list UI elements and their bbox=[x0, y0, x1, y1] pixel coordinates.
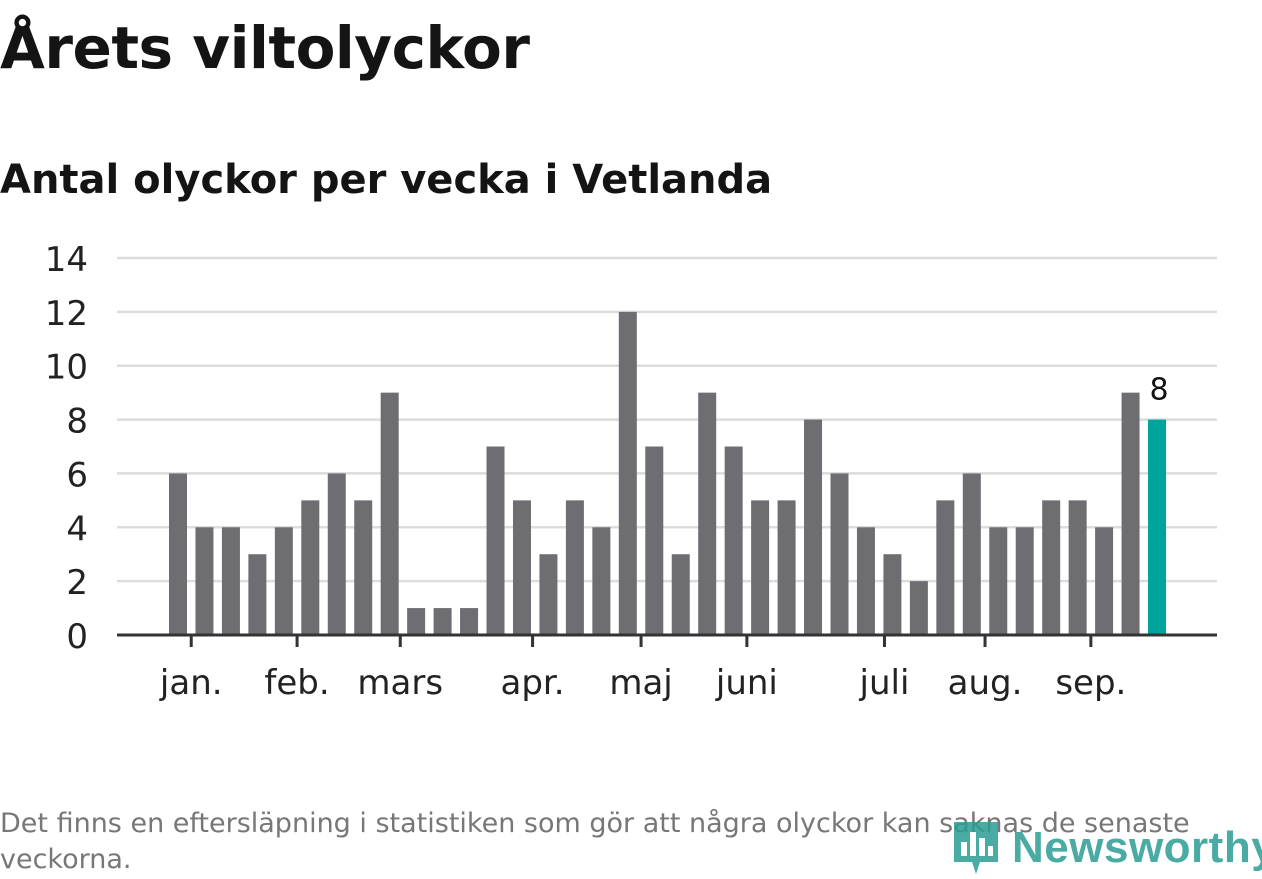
bar bbox=[433, 608, 452, 635]
chart-subtitle: Antal olyckor per vecka i Vetlanda bbox=[0, 157, 773, 203]
page-title: Årets viltolyckor bbox=[0, 14, 530, 82]
y-tick-label: 8 bbox=[66, 402, 88, 442]
bar bbox=[486, 446, 505, 635]
x-tick-label: mars bbox=[357, 663, 443, 703]
bar bbox=[274, 527, 293, 635]
bar bbox=[354, 500, 373, 635]
highlight-bar bbox=[1148, 419, 1167, 635]
bar-chart-logo-icon bbox=[954, 822, 998, 874]
bar bbox=[512, 500, 531, 635]
x-tick-label: sep. bbox=[1055, 663, 1126, 703]
bar bbox=[1095, 527, 1114, 635]
x-tick-label: feb. bbox=[264, 663, 329, 703]
bar bbox=[989, 527, 1008, 635]
y-tick-label: 0 bbox=[66, 617, 88, 657]
bar bbox=[804, 419, 823, 635]
bar bbox=[301, 500, 320, 635]
bar bbox=[962, 473, 981, 635]
x-tick-label: jan. bbox=[159, 663, 223, 703]
x-tick-label: juli bbox=[859, 663, 910, 703]
x-tick-label: juni bbox=[715, 663, 778, 703]
bar bbox=[724, 446, 743, 635]
bar bbox=[936, 500, 955, 635]
y-tick-label: 14 bbox=[45, 240, 88, 280]
bar bbox=[539, 554, 558, 635]
y-tick-label: 4 bbox=[66, 509, 88, 549]
brand-logo: Newsworthy bbox=[950, 818, 1262, 878]
bar bbox=[565, 500, 584, 635]
bar bbox=[380, 392, 399, 635]
bar bbox=[1015, 527, 1034, 635]
bar bbox=[777, 500, 796, 635]
y-tick-label: 12 bbox=[45, 294, 88, 334]
bar bbox=[671, 554, 690, 635]
bar-chart: 0 2 4 6 8 10 12 14 8 jan. feb. mars apr. maj juni juli a… bbox=[45, 240, 1217, 703]
bar bbox=[592, 527, 611, 635]
bar bbox=[909, 581, 928, 635]
bar bbox=[1068, 500, 1087, 635]
bar bbox=[460, 608, 479, 635]
bar bbox=[751, 500, 770, 635]
bar bbox=[1121, 392, 1140, 635]
bar bbox=[169, 473, 187, 635]
bar bbox=[830, 473, 849, 635]
data-label: 8 bbox=[1149, 373, 1168, 408]
y-tick-label: 10 bbox=[45, 348, 88, 388]
x-tick-label: maj bbox=[609, 663, 672, 703]
bar bbox=[221, 527, 240, 635]
x-tick-label: aug. bbox=[948, 663, 1023, 703]
y-tick-label: 6 bbox=[66, 455, 88, 495]
bar bbox=[645, 446, 664, 635]
bar bbox=[248, 554, 267, 635]
bar bbox=[195, 527, 214, 635]
bar bbox=[327, 473, 346, 635]
bar bbox=[407, 608, 426, 635]
bar bbox=[856, 527, 875, 635]
bar bbox=[698, 392, 717, 635]
y-tick-label: 2 bbox=[66, 563, 88, 603]
x-tick-label: apr. bbox=[501, 663, 565, 703]
bar bbox=[883, 554, 902, 635]
brand-name: Newsworthy bbox=[1012, 823, 1262, 872]
bar bbox=[618, 311, 637, 635]
bar bbox=[1042, 500, 1061, 635]
